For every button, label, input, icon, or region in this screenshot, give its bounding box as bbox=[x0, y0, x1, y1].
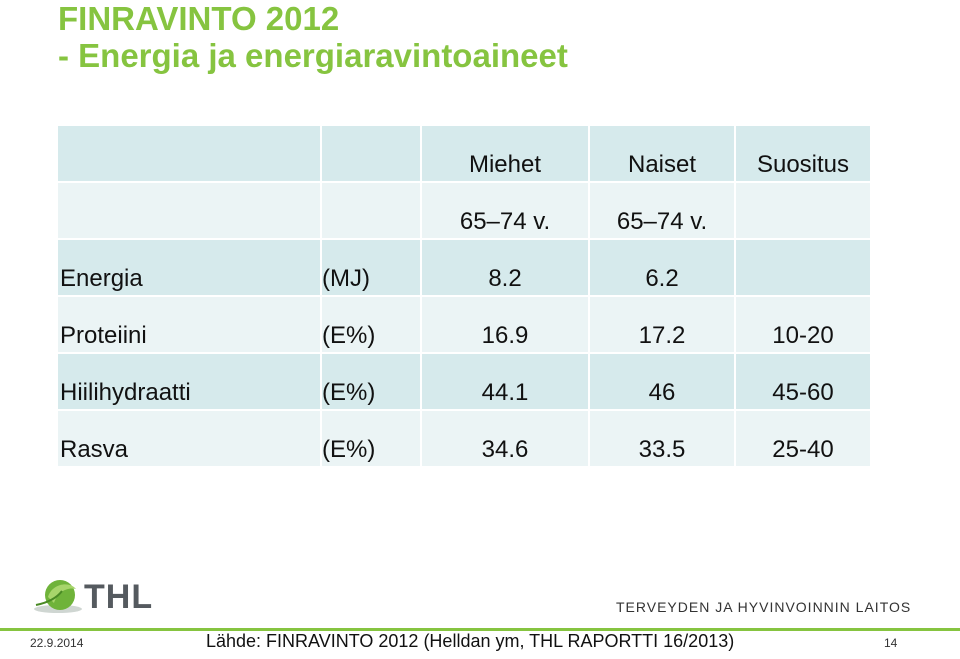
header-recommendation: Suositus bbox=[736, 126, 870, 181]
title-line-1: FINRAVINTO 2012 bbox=[58, 0, 340, 37]
rec-value-proteiini: 10-20 bbox=[736, 297, 870, 352]
header-cell-empty-1 bbox=[58, 126, 320, 181]
logo-abbreviation: THL bbox=[84, 578, 154, 616]
men-value-rasva: 34.6 bbox=[422, 411, 588, 466]
footer-date: 22.9.2014 bbox=[30, 636, 84, 650]
footer-source: Lähde: FINRAVINTO 2012 (Helldan ym, THL … bbox=[206, 631, 735, 651]
row-unit-hiilihydraatti: (E%) bbox=[322, 354, 420, 409]
thl-leaf-logo-icon bbox=[34, 580, 82, 613]
rec-value-rasva: 25-40 bbox=[736, 411, 870, 466]
women-value-rasva: 33.5 bbox=[590, 411, 734, 466]
footer-bar bbox=[0, 628, 960, 659]
age-cell-empty-2 bbox=[322, 183, 420, 238]
women-value-hiilihydraatti: 46 bbox=[590, 354, 734, 409]
row-label-proteiini: Proteiini bbox=[58, 297, 320, 352]
men-value-proteiini: 16.9 bbox=[422, 297, 588, 352]
row-unit-energia: (MJ) bbox=[322, 240, 420, 295]
row-label-rasva: Rasva bbox=[58, 411, 320, 466]
header-women: Naiset bbox=[590, 126, 734, 181]
rec-value-energia bbox=[736, 240, 870, 295]
header-cell-empty-2 bbox=[322, 126, 420, 181]
age-cell-empty-1 bbox=[58, 183, 320, 238]
men-value-energia: 8.2 bbox=[422, 240, 588, 295]
row-label-energia: Energia bbox=[58, 240, 320, 295]
row-label-hiilihydraatti: Hiilihydraatti bbox=[58, 354, 320, 409]
slide-title: FINRAVINTO 2012 - Energia ja energiaravi… bbox=[58, 0, 568, 74]
women-value-energia: 6.2 bbox=[590, 240, 734, 295]
page-number: 14 bbox=[884, 636, 898, 650]
row-unit-proteiini: (E%) bbox=[322, 297, 420, 352]
rec-value-hiilihydraatti: 45-60 bbox=[736, 354, 870, 409]
women-value-proteiini: 17.2 bbox=[590, 297, 734, 352]
nutrition-table: Miehet Naiset Suositus 65–74 v. 65–74 v.… bbox=[58, 126, 870, 466]
age-men: 65–74 v. bbox=[422, 183, 588, 238]
row-unit-rasva: (E%) bbox=[322, 411, 420, 466]
men-value-hiilihydraatti: 44.1 bbox=[422, 354, 588, 409]
age-women: 65–74 v. bbox=[590, 183, 734, 238]
organization-name: TERVEYDEN JA HYVINVOINNIN LAITOS bbox=[616, 599, 912, 615]
age-recommendation bbox=[736, 183, 870, 238]
title-line-2: - Energia ja energiaravintoaineet bbox=[58, 37, 568, 74]
header-men: Miehet bbox=[422, 126, 588, 181]
